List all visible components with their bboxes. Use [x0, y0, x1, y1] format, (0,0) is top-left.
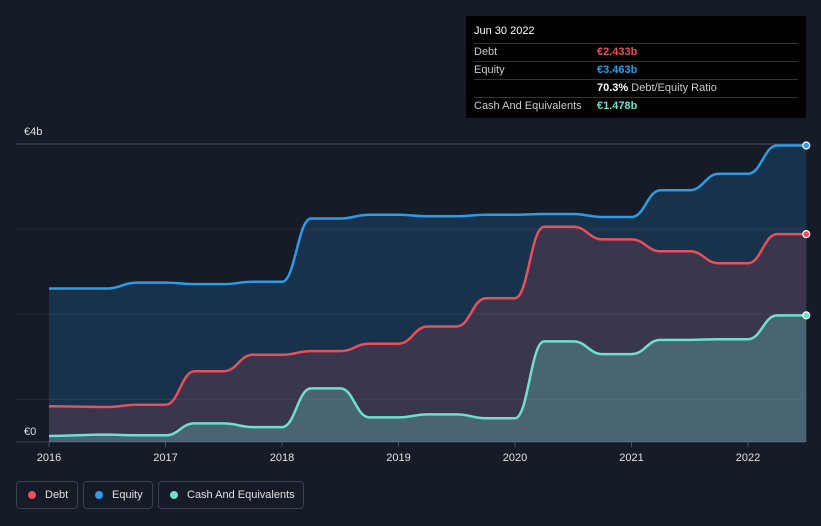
debt-end-marker[interactable] [802, 230, 811, 239]
y-tick-label: €0 [24, 426, 36, 438]
series-lines [48, 144, 807, 438]
y-tick-label: €4b [24, 126, 42, 138]
x-tick-label: 2017 [153, 452, 177, 464]
tooltip-cash-label: Cash And Equivalents [474, 100, 582, 112]
tooltip-row-equity: Equity €3.463b [474, 61, 798, 79]
series-areas [49, 145, 807, 442]
x-tick-label: 2019 [386, 452, 410, 464]
tooltip-ratio-caption: Debt/Equity Ratio [631, 82, 717, 94]
legend-item-equity[interactable]: Equity [83, 481, 153, 509]
tooltip-ratio-number: 70.3% [597, 82, 629, 94]
tooltip-ratio-value: 70.3% Debt/Equity Ratio [597, 80, 717, 96]
axis-labels: €4b €0 2016 2017 2018 2019 2020 2021 2022 [24, 126, 760, 464]
tooltip-cash-value: €1.478b [597, 100, 638, 112]
cash-and-equivalents-end-marker[interactable] [802, 311, 811, 320]
tooltip-debt-label: Debt [474, 46, 498, 58]
legend-cash-label: Cash And Equivalents [187, 489, 295, 501]
tooltip-row-debt: Debt €2.433b [474, 43, 798, 61]
x-tick-label: 2021 [619, 452, 643, 464]
data-tooltip: Jun 30 2022 Debt €2.433b Equity €3.463b … [466, 16, 806, 118]
equity-area [49, 145, 807, 442]
equity-end-marker[interactable] [802, 141, 811, 150]
x-tick-label: 2018 [270, 452, 294, 464]
grid-lines [16, 143, 805, 443]
tooltip-equity-value: €3.463b [597, 64, 638, 76]
tooltip-equity-label: Equity [474, 64, 505, 76]
x-tick-label: 2022 [736, 452, 760, 464]
debt-line [48, 225, 807, 409]
debt-dot-icon [28, 491, 36, 499]
legend-item-cash[interactable]: Cash And Equivalents [158, 481, 304, 509]
tooltip-row-cash: Cash And Equivalents €1.478b [474, 97, 798, 115]
debt-area [49, 226, 807, 442]
cash-and-equivalents-line [48, 314, 807, 438]
series-end-markers[interactable] [802, 141, 811, 320]
tooltip-date: Jun 30 2022 [474, 25, 535, 37]
cash-and-equivalents-area [49, 315, 807, 442]
equity-dot-icon [95, 491, 103, 499]
x-tick-label: 2016 [37, 452, 61, 464]
legend-debt-label: Debt [45, 489, 69, 501]
legend-equity-label: Equity [112, 489, 143, 501]
x-tick-label: 2020 [503, 452, 527, 464]
cash-dot-icon [170, 491, 178, 499]
equity-line [49, 144, 807, 290]
legend-item-debt[interactable]: Debt [16, 481, 78, 509]
tooltip-debt-value: €2.433b [597, 46, 638, 58]
tooltip-row-ratio: 70.3% Debt/Equity Ratio [474, 79, 798, 97]
